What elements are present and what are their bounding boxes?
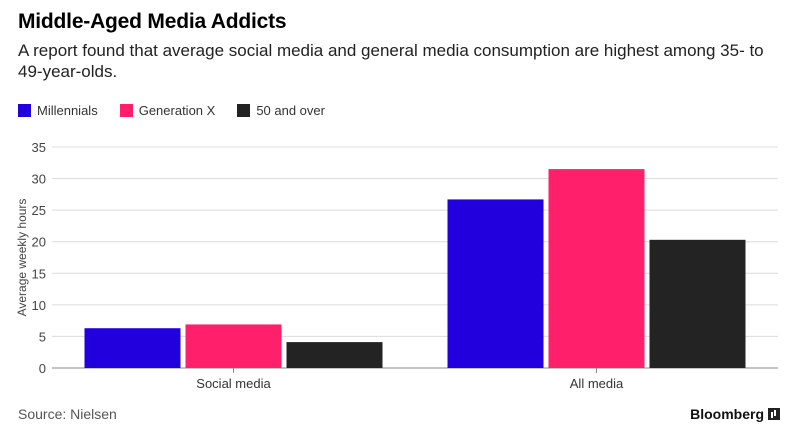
y-axis-label: Average weekly hours — [15, 199, 29, 317]
chart-subtitle: A report found that average social media… — [18, 41, 764, 81]
brand-name: Bloomberg — [690, 406, 764, 422]
legend-swatch-millennials — [18, 104, 31, 117]
y-tick-label: 15 — [32, 266, 46, 281]
y-tick-label: 0 — [39, 361, 46, 376]
x-tick-label: Social media — [196, 376, 271, 391]
bar-50-and-over-all-media — [649, 239, 746, 368]
bloomberg-chart-icon — [768, 408, 780, 420]
legend-swatch-generation-x — [119, 104, 133, 117]
legend-label-generation-x: Generation X — [138, 103, 216, 118]
legend-swatch-50-and-over — [237, 104, 251, 117]
bar-generation-x-all-media — [548, 169, 645, 368]
bar-50-and-over-social-media — [286, 342, 383, 368]
x-tick-label: All media — [570, 376, 624, 391]
bar-millennials-social-media — [84, 328, 181, 368]
legend-item-50-and-over: 50 and over — [237, 103, 325, 118]
y-tick-label: 5 — [39, 329, 46, 344]
y-tick-label: 30 — [32, 172, 46, 187]
legend: Millennials Generation X 50 and over — [18, 103, 347, 118]
y-tick-label: 10 — [32, 298, 46, 313]
source-note: Source: Nielsen — [18, 406, 117, 422]
chart-title: Middle-Aged Media Addicts — [18, 10, 287, 33]
y-tick-label: 35 — [32, 140, 46, 155]
legend-item-generation-x: Generation X — [119, 103, 216, 118]
brand-logo: Bloomberg — [690, 406, 780, 422]
legend-label-millennials: Millennials — [37, 103, 98, 118]
bar-generation-x-social-media — [185, 324, 282, 368]
y-tick-label: 20 — [32, 235, 46, 250]
legend-label-50-and-over: 50 and over — [256, 103, 325, 118]
legend-item-millennials: Millennials — [18, 103, 98, 118]
bar-millennials-all-media — [447, 199, 544, 368]
y-tick-label: 25 — [32, 203, 46, 218]
